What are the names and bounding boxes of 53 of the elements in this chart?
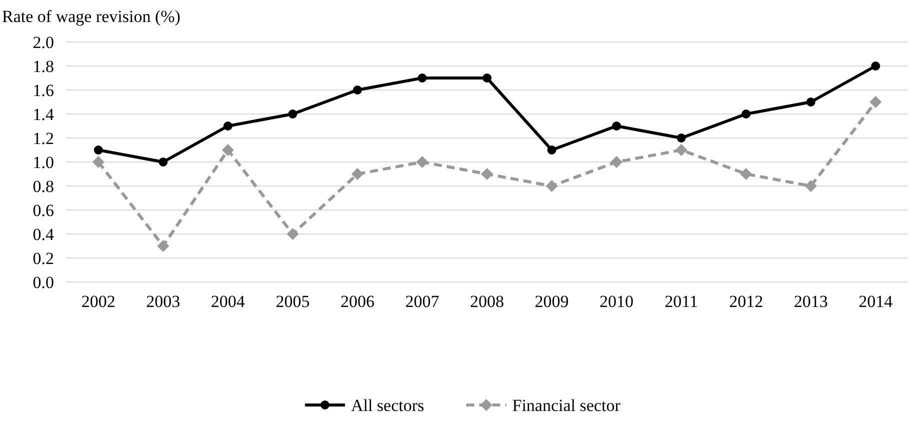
point — [223, 122, 232, 130]
point — [157, 240, 170, 252]
legend-label: Financial sector — [512, 396, 621, 415]
y-tick-label: 0.0 — [32, 272, 54, 292]
x-tick-label: 2010 — [600, 292, 634, 311]
y-tick-label: 1.2 — [32, 128, 54, 148]
point — [222, 144, 234, 156]
x-tick-label: 2008 — [470, 292, 504, 311]
y-tick-label: 0.6 — [32, 200, 54, 220]
x-tick-label: 2002 — [81, 292, 116, 311]
point — [740, 168, 752, 180]
point — [806, 98, 816, 106]
y-axis-title: Rate of wage revision (%) — [2, 7, 180, 26]
legend-label: All sectors — [350, 396, 424, 415]
point — [676, 134, 686, 142]
x-tick-label: 2007 — [405, 292, 440, 311]
point — [416, 156, 428, 168]
point — [547, 146, 556, 154]
point — [288, 110, 298, 118]
y-tick-label: 2.0 — [32, 32, 54, 52]
point — [871, 62, 880, 70]
x-tick-label: 2006 — [340, 292, 374, 311]
point — [94, 146, 103, 154]
point — [481, 168, 493, 180]
y-tick-label: 1.8 — [32, 56, 54, 76]
point — [610, 156, 623, 168]
x-tick-label: 2005 — [276, 292, 310, 311]
x-tick-label: 2012 — [729, 292, 764, 311]
point — [351, 168, 364, 180]
point — [546, 180, 558, 192]
x-tick-label: 2011 — [664, 292, 698, 311]
y-tick-label: 1.0 — [32, 152, 54, 172]
x-tick-label: 2003 — [146, 292, 180, 311]
y-tick-label: 1.6 — [32, 80, 54, 100]
y-tick-label: 1.4 — [32, 104, 54, 124]
point — [158, 158, 168, 166]
y-tick-label: 0.8 — [32, 176, 54, 196]
x-tick-label: 2009 — [534, 292, 569, 311]
point — [612, 122, 622, 130]
point — [742, 110, 751, 118]
x-tick-label: 2014 — [858, 292, 894, 311]
point — [482, 74, 492, 82]
x-tick-label: 2004 — [210, 292, 246, 311]
point — [870, 96, 882, 108]
y-tick-label: 0.4 — [32, 224, 54, 244]
x-tick-label: 2013 — [794, 292, 828, 311]
point — [804, 180, 817, 192]
y-tick-label: 0.2 — [32, 248, 54, 268]
point — [418, 74, 427, 82]
point — [92, 156, 104, 168]
point — [286, 228, 299, 240]
point — [675, 144, 688, 156]
point — [352, 86, 362, 94]
